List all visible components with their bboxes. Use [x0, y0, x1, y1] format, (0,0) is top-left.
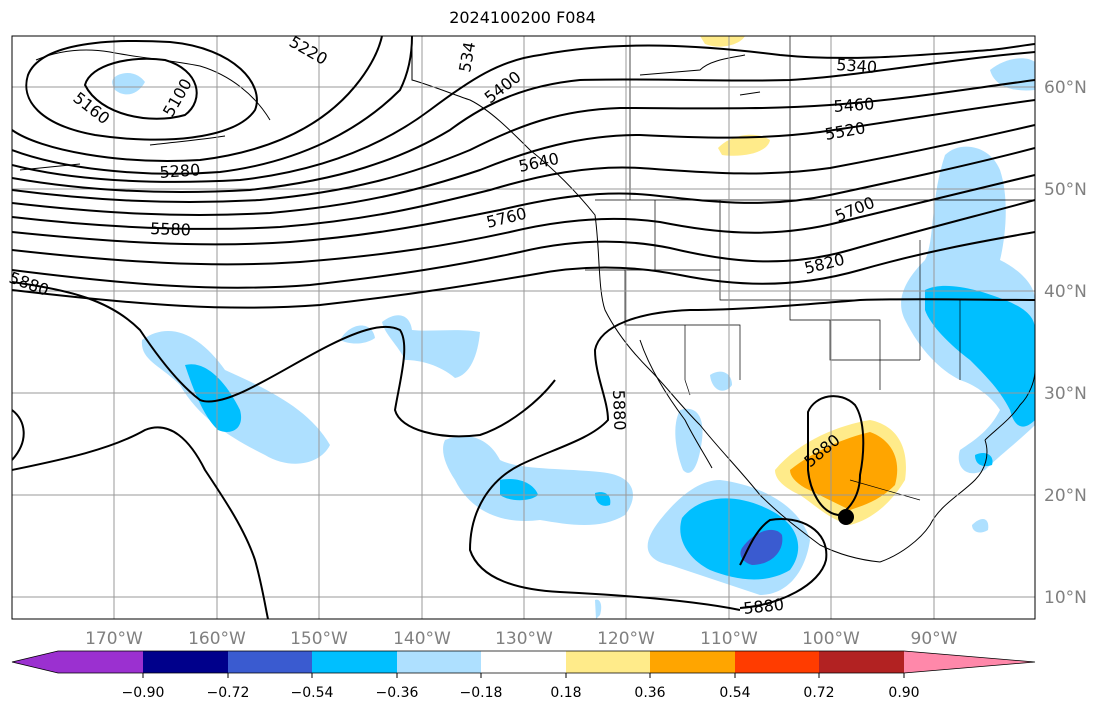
contour-5880-main: [468, 298, 1035, 611]
colorbar-tick-label: 0.90: [888, 685, 919, 701]
contour-label: 5340: [836, 55, 878, 77]
contour-5640: [12, 147, 1035, 246]
graticule: [12, 36, 1035, 619]
colorbar-extend-max: [904, 651, 1035, 673]
colorbar-segment: [650, 651, 735, 673]
anomaly-yellow-region: [718, 134, 770, 156]
anomaly-medium-blue-region: [740, 529, 783, 565]
contour-5700: [12, 174, 1035, 266]
contour-5880-pacific-left: [12, 409, 25, 461]
lon-label: 90°W: [911, 629, 958, 649]
anomaly-light-blue-region: [675, 408, 703, 473]
lon-label: 170°W: [85, 629, 143, 649]
contour-label: 5460: [833, 94, 875, 116]
anomaly-orange-region: [790, 432, 898, 510]
lon-label: 120°W: [597, 629, 655, 649]
colorbar-tick-label: −0.18: [460, 685, 503, 701]
lon-label: 150°W: [290, 629, 348, 649]
colorbar-extend-min: [12, 651, 58, 673]
anomaly-blue-region: [185, 364, 242, 432]
contour-5820: [12, 231, 1035, 309]
anomaly-blue-region: [925, 285, 1035, 427]
anomaly-light-blue-region: [972, 518, 989, 533]
lat-label: 40°N: [1044, 282, 1087, 302]
colorbar-segment: [397, 651, 481, 673]
colorbar-segment: [312, 651, 397, 673]
colorbar-segment: [819, 651, 904, 673]
contour-5880-south: [12, 426, 269, 619]
contour-5880-east: [739, 518, 828, 609]
colorbar-segment: [735, 651, 819, 673]
anomaly-light-blue-region: [710, 371, 732, 391]
lon-label: 160°W: [188, 629, 246, 649]
lat-label: 60°N: [1044, 78, 1087, 98]
lon-label: 110°W: [700, 629, 758, 649]
contour-label: 5280: [159, 160, 201, 182]
colorbar-tick-label: 0.54: [719, 685, 750, 701]
contour-5340: [12, 43, 1035, 183]
lon-label: 100°W: [802, 629, 860, 649]
lat-label: 20°N: [1044, 486, 1087, 506]
contour-5220: [12, 36, 383, 162]
anomaly-light-blue-region: [443, 436, 633, 525]
lat-label: 10°N: [1044, 588, 1087, 608]
latitude-labels: 60°N 50°N 40°N 30°N 20°N 10°N: [1044, 78, 1087, 608]
colorbar-ticks: −0.90 −0.72 −0.54 −0.36 −0.18 0.18 0.36 …: [122, 685, 920, 701]
colorbar-tick-label: −0.54: [291, 685, 334, 701]
colorbar-segment: [228, 651, 312, 673]
contour-5520: [12, 99, 1035, 216]
anomaly-light-blue-region: [382, 315, 480, 378]
state-borders: [585, 36, 1035, 501]
anomaly-blue-region: [595, 492, 611, 506]
colorbar-tick-label: 0.18: [550, 685, 581, 701]
contour-label: 5880: [742, 595, 784, 618]
anomaly-light-blue-region: [112, 72, 145, 95]
contour-5100: [83, 57, 198, 120]
map-title: 2024100200 F084: [449, 8, 596, 27]
storm-center-dot: [838, 509, 854, 525]
colorbar-segment: [566, 651, 650, 673]
colorbar: [11, 650, 1036, 678]
contour-5880-west: [12, 281, 556, 438]
colorbar-outline: [11, 650, 1036, 674]
lon-label: 130°W: [495, 629, 553, 649]
contour-label: 5580: [150, 219, 191, 239]
colorbar-tick-label: 0.72: [803, 685, 834, 701]
contour-5760: [12, 199, 1035, 289]
colorbar-segment: [143, 651, 228, 673]
lat-label: 30°N: [1044, 384, 1087, 404]
lon-label: 140°W: [393, 629, 451, 649]
lat-label: 50°N: [1044, 180, 1087, 200]
contour-5880-gulf: [807, 395, 865, 517]
contour-label: 5880: [609, 389, 629, 430]
longitude-labels: 170°W 160°W 150°W 140°W 130°W 120°W 110°…: [85, 629, 958, 649]
height-contours: [12, 36, 1035, 619]
contour-5460: [12, 79, 1035, 203]
map-frame: [11, 35, 1036, 620]
colorbar-tick-label: 0.36: [634, 685, 665, 701]
anomaly-shading: [112, 36, 1035, 619]
colorbar-tick-label: −0.36: [376, 685, 419, 701]
contour-5400: [12, 51, 1035, 193]
contour-5280: [12, 36, 413, 175]
colorbar-segment: [481, 651, 566, 673]
anomaly-blue-region: [975, 453, 993, 467]
colorbar-tick-label: −0.90: [122, 685, 165, 701]
anomaly-yellow-region: [700, 36, 745, 47]
anomaly-light-blue-region: [141, 331, 330, 464]
colorbar-tick-label: −0.72: [207, 685, 250, 701]
colorbar-segment: [58, 651, 143, 673]
anomaly-light-blue-region: [595, 599, 602, 619]
contour-5160: [25, 39, 258, 141]
contour-5580: [12, 124, 1035, 230]
